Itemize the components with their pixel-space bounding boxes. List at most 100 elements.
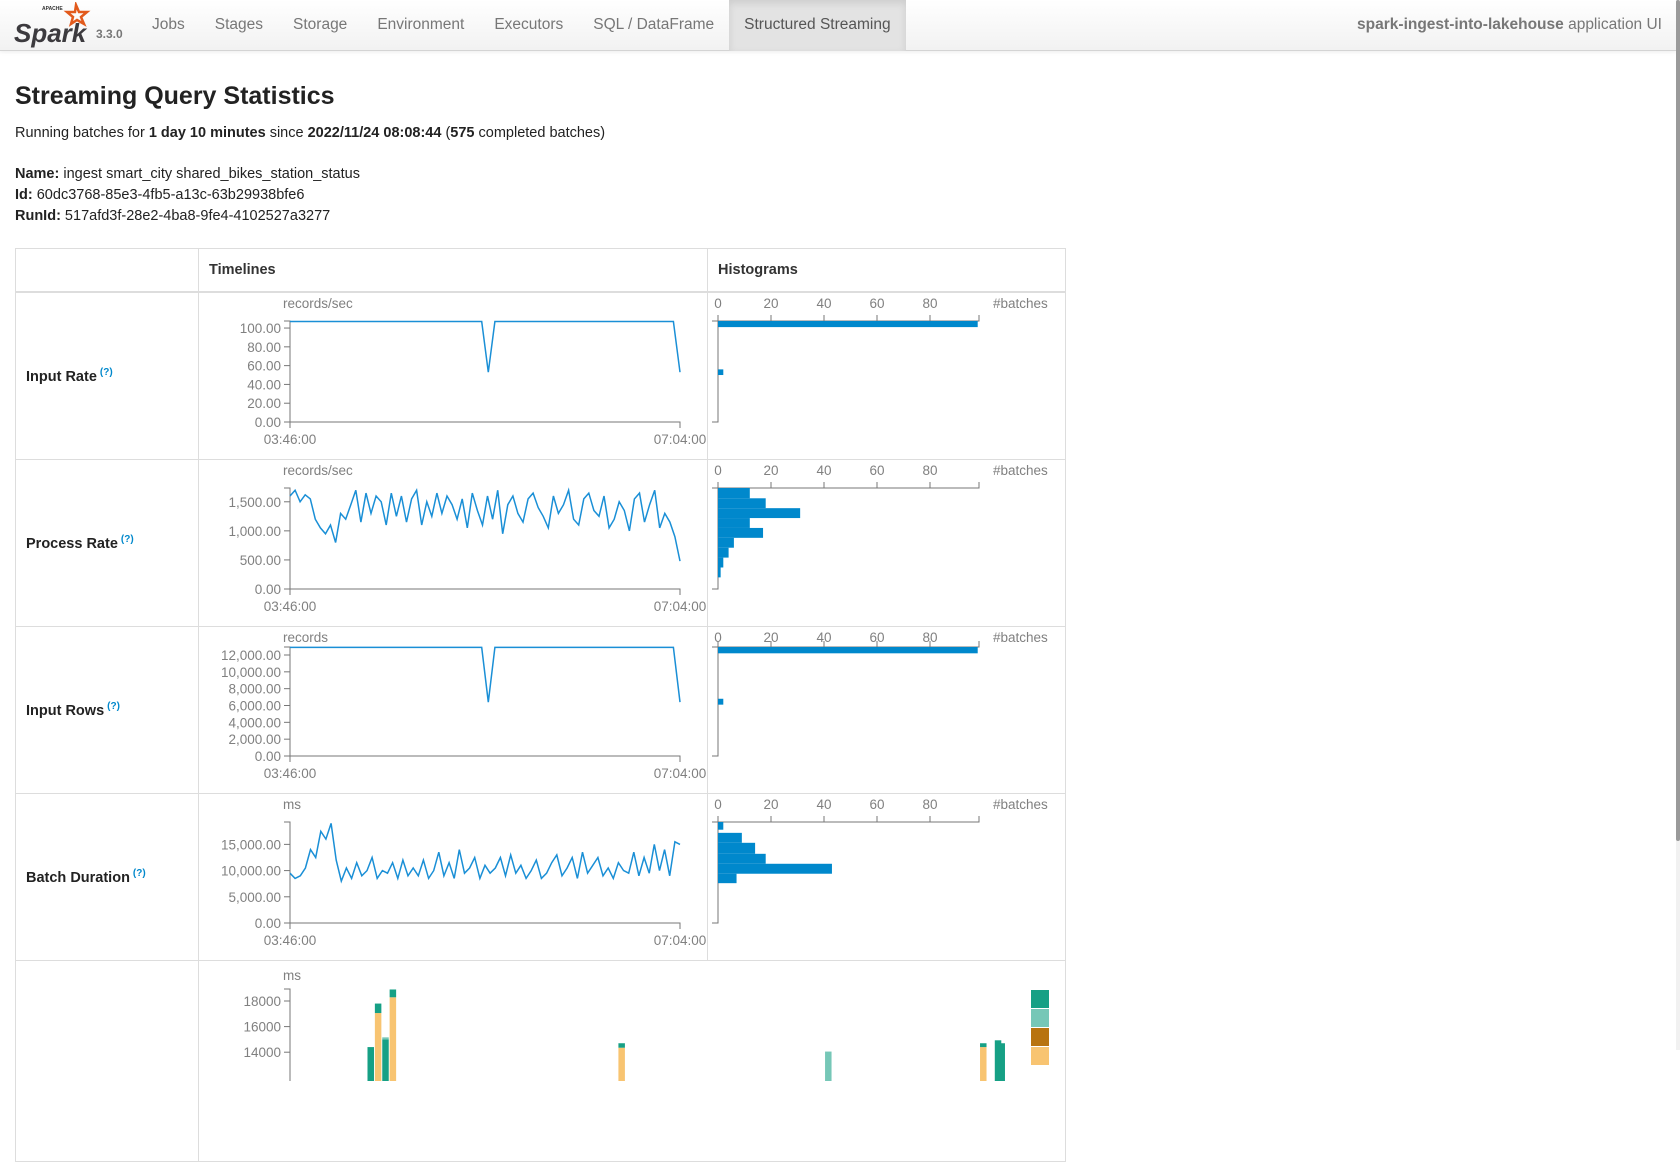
y-axis-label: records/sec <box>283 296 353 311</box>
histogram-x-label: #batches <box>993 630 1048 645</box>
y-tick-label: 0.00 <box>255 582 281 597</box>
run-duration: 1 day 10 minutes <box>148 125 266 141</box>
query-id: Id: 60dc3768-85e3-4fb5-a13c-63b29938bfe6 <box>15 187 304 203</box>
stacked-bar-segment <box>825 1051 832 1081</box>
timeline-line <box>290 646 681 703</box>
operation-duration-cell: ms 14000 16000 18000 <box>199 961 1065 1161</box>
y-tick-label: 10,000.00 <box>221 864 281 879</box>
histogram-x-label: #batches <box>993 296 1048 311</box>
y-axis-label: ms <box>283 797 301 812</box>
timeline-line <box>289 487 681 562</box>
completed-batches: 575 <box>450 125 475 141</box>
row-label-cell: Input Rows (?) <box>16 627 199 793</box>
metric-name: Process Rate <box>26 535 118 552</box>
metric-label: Input Rows (?) <box>26 701 120 719</box>
histogram-bar <box>718 853 766 864</box>
x-tick-label: 03:46:00 <box>264 599 317 614</box>
stacked-bar-segment <box>382 1037 389 1040</box>
stacked-bar-segment <box>980 1047 987 1081</box>
table-row-input-rate: Input Rate (?) records/sec 0.00 20.00 40.00 60… <box>16 293 1065 460</box>
tab-storage[interactable]: Storage <box>293 16 348 33</box>
stacked-bar-segment <box>389 997 397 1081</box>
histogram-bar <box>718 557 724 568</box>
histogram-axes <box>712 315 980 423</box>
timeline-line <box>290 320 681 373</box>
tab-sql-dataframe[interactable]: SQL / DataFrame <box>593 16 715 33</box>
tab-environment[interactable]: Environment <box>377 16 465 33</box>
y-tick-label: 0.00 <box>255 749 281 764</box>
table-row-input-rows: Input Rows (?) records 0.00 2,000.00 4,000.00… <box>16 627 1065 794</box>
tab-structured-streaming[interactable]: Structured Streaming <box>729 0 906 51</box>
process-rate-histogram-chart: 0 20 40 60 80 #batches <box>712 463 1048 590</box>
y-tick-label: 18000 <box>243 994 281 1009</box>
tab-jobs[interactable]: Jobs <box>152 16 185 33</box>
help-icon[interactable]: (?) <box>107 701 120 712</box>
header-timelines: Timelines <box>199 249 708 291</box>
x-tick-label: 0 <box>714 463 722 478</box>
stats-table: Timelines Histograms Input Rate (?) record… <box>15 248 1066 1162</box>
histogram-cell: 0 20 40 60 80 #batches <box>708 627 1065 793</box>
scrollbar-thumb[interactable] <box>1676 0 1680 841</box>
histogram-x-label: #batches <box>993 463 1048 478</box>
histogram-cell: 0 20 40 60 80 #batches <box>708 794 1065 960</box>
y-tick-label: 100.00 <box>240 321 281 336</box>
navbar: APACHE Spark 3.3.0 Jobs Stages Storage E… <box>0 0 1676 51</box>
y-tick-label: 10,000.00 <box>221 665 281 680</box>
spark-logo[interactable]: APACHE Spark <box>14 2 94 48</box>
histogram-bar <box>718 488 750 499</box>
legend-swatch <box>1031 1009 1049 1027</box>
scrollbar[interactable] <box>1676 0 1680 1050</box>
x-tick-label: 07:04:00 <box>654 599 707 614</box>
row-label-cell <box>16 961 199 1161</box>
histogram-axes <box>712 641 980 757</box>
x-tick-label: 40 <box>816 296 831 311</box>
batch-duration-histogram-chart: 0 20 40 60 80 #batches <box>712 797 1048 924</box>
stacked-bar-segment <box>367 1047 374 1081</box>
x-tick-label: 20 <box>763 630 778 645</box>
y-tick-label: 5,000.00 <box>228 890 281 905</box>
y-tick-label: 14000 <box>243 1045 281 1060</box>
x-tick-label: 0 <box>714 797 722 812</box>
metric-name: Input Rate <box>26 368 97 385</box>
timeline-line <box>289 823 681 884</box>
table-row-batch-duration: Batch Duration (?) ms 0.00 5,000.00 10,000.00… <box>16 794 1065 961</box>
stacked-bar-segment <box>980 1043 987 1048</box>
version-label: 3.3.0 <box>96 27 123 41</box>
histogram-bar <box>718 498 766 509</box>
histogram-bar <box>718 518 750 528</box>
histogram-bar <box>718 698 724 705</box>
help-icon[interactable]: (?) <box>120 534 134 545</box>
histogram-cell: 0 20 40 60 80 #batches <box>708 460 1065 626</box>
axes <box>284 320 681 428</box>
app-suffix: application UI <box>1563 16 1662 33</box>
help-icon[interactable]: (?) <box>132 868 146 879</box>
histogram-bar <box>718 873 737 884</box>
metric-label: Input Rate (?) <box>26 367 113 385</box>
id-value: 60dc3768-85e3-4fb5-a13c-63b29938bfe6 <box>32 187 305 203</box>
input-rows-timeline-chart: records 0.00 2,000.00 4,000.00 6,000.008,000… <box>221 630 707 781</box>
y-axis-label: records/sec <box>283 463 353 478</box>
name-value: ingest smart_city shared_bikes_station_s… <box>59 166 360 182</box>
y-tick-label: 0.00 <box>255 916 281 931</box>
row-label-cell: Batch Duration (?) <box>16 794 199 960</box>
id-label: Id: <box>15 187 33 203</box>
summary-text: completed batches) <box>474 125 606 141</box>
x-tick-label: 07:04:00 <box>654 766 707 781</box>
timeline-cell: records 0.00 2,000.00 4,000.00 6,000.00 8,000… <box>199 627 708 793</box>
summary-text: Running batches for <box>15 125 149 141</box>
x-tick-label: 80 <box>922 463 937 478</box>
tab-executors[interactable]: Executors <box>494 16 564 33</box>
y-tick-label: 16000 <box>243 1020 281 1035</box>
histogram-bar <box>718 527 764 538</box>
y-axis <box>284 988 291 1081</box>
tab-stages[interactable]: Stages <box>214 16 264 33</box>
timeline-cell: records/sec 0.00 500.00 1,000.00 1,500.00 03:… <box>199 460 708 626</box>
running-summary: Running batches for 1 day 10 minutes sin… <box>15 125 605 141</box>
help-icon[interactable]: (?) <box>99 367 113 378</box>
stacked-bar-segment <box>374 1003 382 1014</box>
histogram-x-label: #batches <box>993 797 1048 812</box>
start-time: 2022/11/24 08:08:44 <box>307 125 442 141</box>
summary-text: since <box>265 125 308 141</box>
runid-label: RunId: <box>15 208 61 224</box>
histogram-bar <box>718 321 978 328</box>
